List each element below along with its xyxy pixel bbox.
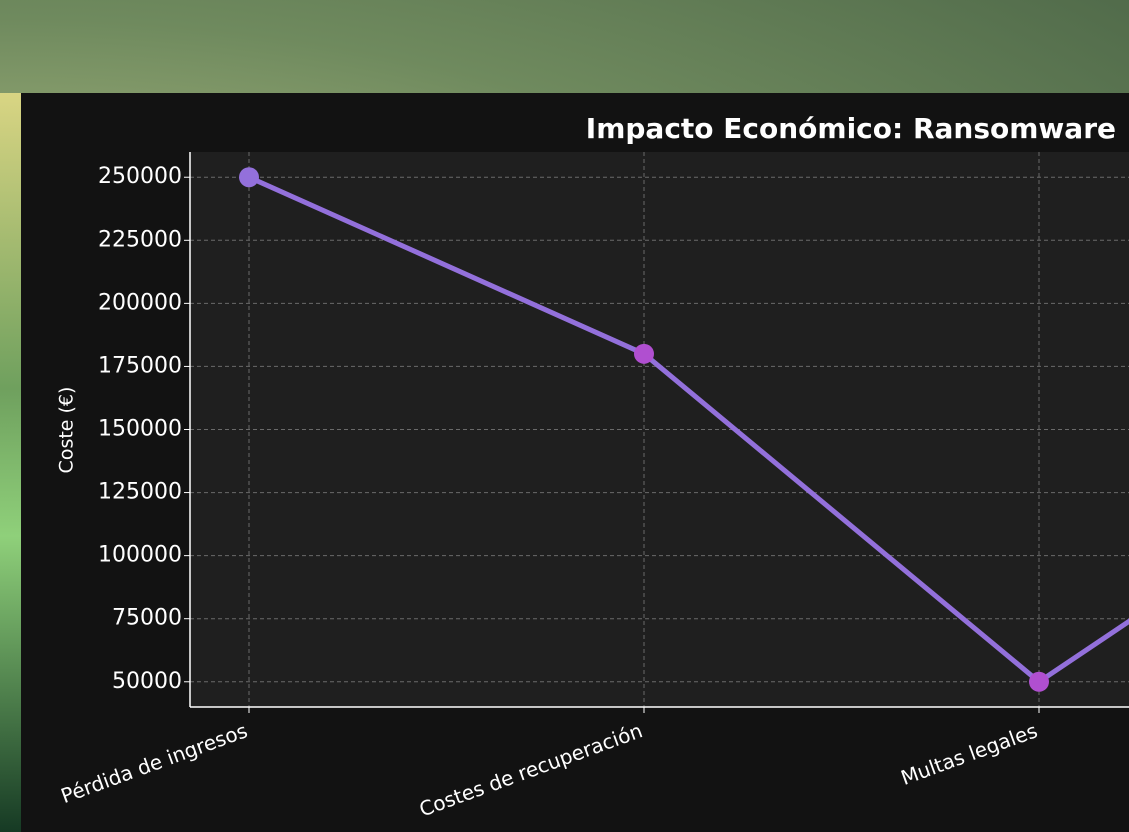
y-tick-label: 150000 [98,417,182,442]
y-tick-label: 175000 [98,353,182,378]
marker [1029,671,1049,692]
marker [239,167,259,188]
y-tick-label: 100000 [98,543,182,568]
y-tick-label: 125000 [98,480,182,505]
chart-title: Impacto Económico: Ransomware [586,112,1116,145]
y-axis-label: Coste (€) [56,387,78,474]
y-tick-label: 250000 [98,164,182,189]
background-strip [0,93,21,832]
y-tick-label: 50000 [112,669,182,694]
y-tick-label: 225000 [98,227,182,252]
y-tick-label: 200000 [98,290,182,315]
y-tick-label: 75000 [112,606,182,631]
series [239,167,1129,692]
marker [634,343,654,364]
line [247,174,1129,685]
